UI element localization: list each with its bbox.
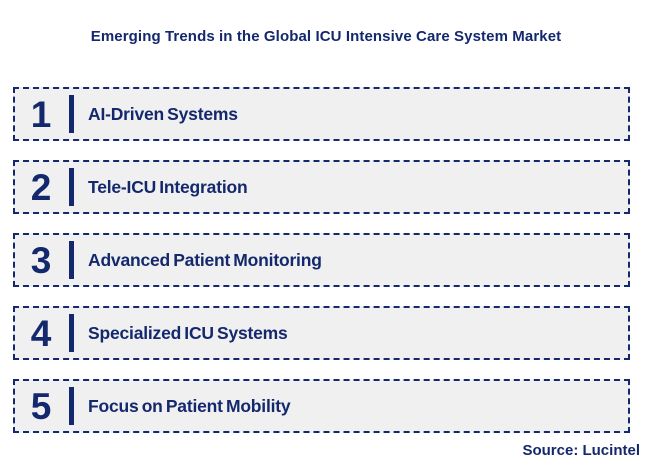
trend-label: Tele-ICU Integration: [88, 176, 248, 197]
trend-label: AI-Driven Systems: [88, 103, 238, 124]
vertical-divider: [69, 314, 74, 352]
trend-label: Focus on Patient Mobility: [88, 395, 291, 416]
trend-number: 4: [30, 312, 52, 354]
vertical-divider: [69, 241, 74, 279]
page-title: Emerging Trends in the Global ICU Intens…: [90, 28, 562, 45]
trend-item-1: 1 AI-Driven Systems: [13, 87, 630, 141]
trend-label: Advanced Patient Monitoring: [88, 249, 322, 270]
trend-label: Specialized ICU Systems: [88, 322, 288, 343]
trend-list: 1 AI-Driven Systems 2 Tele-ICU Integrati…: [13, 87, 630, 433]
vertical-divider: [69, 387, 74, 425]
trend-item-5: 5 Focus on Patient Mobility: [13, 379, 630, 433]
trend-item-2: 2 Tele-ICU Integration: [13, 160, 630, 214]
trend-item-4: 4 Specialized ICU Systems: [13, 306, 630, 360]
trend-number: 2: [30, 166, 52, 208]
trend-number: 1: [30, 93, 52, 135]
trend-number: 3: [30, 239, 52, 281]
source-credit: Source: Lucintel: [522, 442, 640, 459]
vertical-divider: [69, 168, 74, 206]
trend-item-3: 3 Advanced Patient Monitoring: [13, 233, 630, 287]
vertical-divider: [69, 95, 74, 133]
trend-number: 5: [30, 385, 52, 427]
